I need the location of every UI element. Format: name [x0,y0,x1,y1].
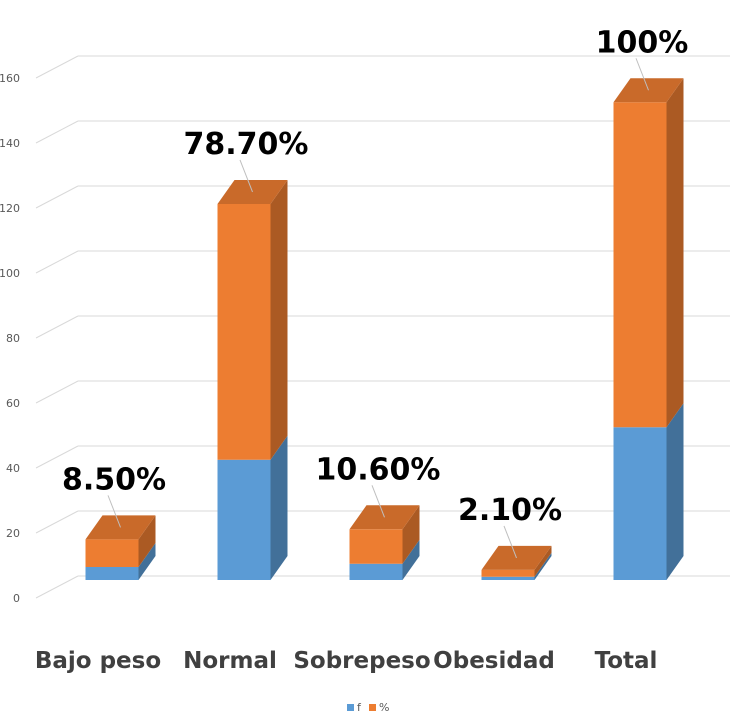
bar-total-pct [613,78,684,428]
bar-bajo-peso-f [85,543,156,580]
bar-sobrepeso-pct [349,505,420,564]
y-tick-label: 0 [13,592,20,605]
legend-swatch-f [347,704,354,711]
y-tick-label: 40 [6,462,20,475]
data-labels: 8.50% 78.70% 10.60% 2.10% 100% [62,25,689,559]
x-tick-label: Normal [183,648,277,674]
bar-side [270,435,288,580]
label-leader [107,495,121,528]
bar-front [85,567,139,580]
bar-front [481,569,535,577]
gridline-slant-80 [35,315,79,339]
y-tick-label: 20 [6,527,20,540]
x-tick-label: Bajo peso [35,648,161,674]
gridline-slant-40 [35,445,79,469]
label-leader [371,485,385,518]
bar-normal-pct [217,179,288,460]
y-tick-label: 60 [6,397,20,410]
x-tick-label: Sobrepeso [293,648,430,674]
bar-sobrepeso-f [349,539,420,580]
bar-front [349,563,403,580]
label-leader [635,58,649,91]
y-axis: 0 20 40 60 80 100 120 140 160 [0,72,20,605]
bar-side [666,78,684,428]
bar-front [613,427,667,580]
data-label-sobrepeso: 10.60% [316,452,441,487]
label-leader [503,525,517,559]
gridline-slant-160 [35,55,79,79]
legend: f% [347,701,389,714]
bar-front [349,529,403,564]
y-tick-label: 120 [0,202,20,215]
bars [85,78,684,580]
y-tick-label: 80 [6,332,20,345]
gridline-slant-60 [35,380,79,404]
data-label-normal: 78.70% [184,127,309,162]
gridline-slant-120 [35,185,79,209]
x-tick-label: Obesidad [433,648,555,674]
bar-total-f [613,403,684,580]
gridline-slant-140 [35,120,79,144]
bar-front [613,102,667,428]
bar-side [138,515,156,567]
bar-side [270,179,288,460]
bar-obesidad-pct [481,545,552,577]
legend-swatch-pct [369,704,376,711]
y-tick-label: 100 [0,267,20,280]
bar-side [534,545,552,577]
label-leader [239,159,253,193]
gridline-slant-20 [35,510,79,534]
bar-front [85,539,139,567]
bar-obesidad-f [481,552,552,580]
data-label-obesidad: 2.10% [458,493,562,528]
data-label-bajo-peso: 8.50% [62,462,166,497]
x-axis: Bajo peso Normal Sobrepeso Obesidad Total [35,648,658,674]
legend-label-f: f [357,701,362,714]
bar-normal-f [217,435,288,580]
y-tick-label: 140 [0,137,20,150]
bar-side [666,403,684,580]
bar-side [402,539,420,580]
bar-bajo-peso-pct [85,515,156,567]
bar-side [534,552,552,580]
bar-side [402,505,420,564]
data-label-total: 100% [596,25,689,60]
bar-front [217,459,271,580]
gridline-slant-100 [35,250,79,274]
bar-front [481,576,535,580]
gridline-slant-0 [35,575,79,599]
legend-label-pct: % [379,701,389,714]
bar-side [138,543,156,580]
y-tick-label: 160 [0,72,20,85]
x-tick-label: Total [595,648,658,674]
bar-front [217,203,271,460]
